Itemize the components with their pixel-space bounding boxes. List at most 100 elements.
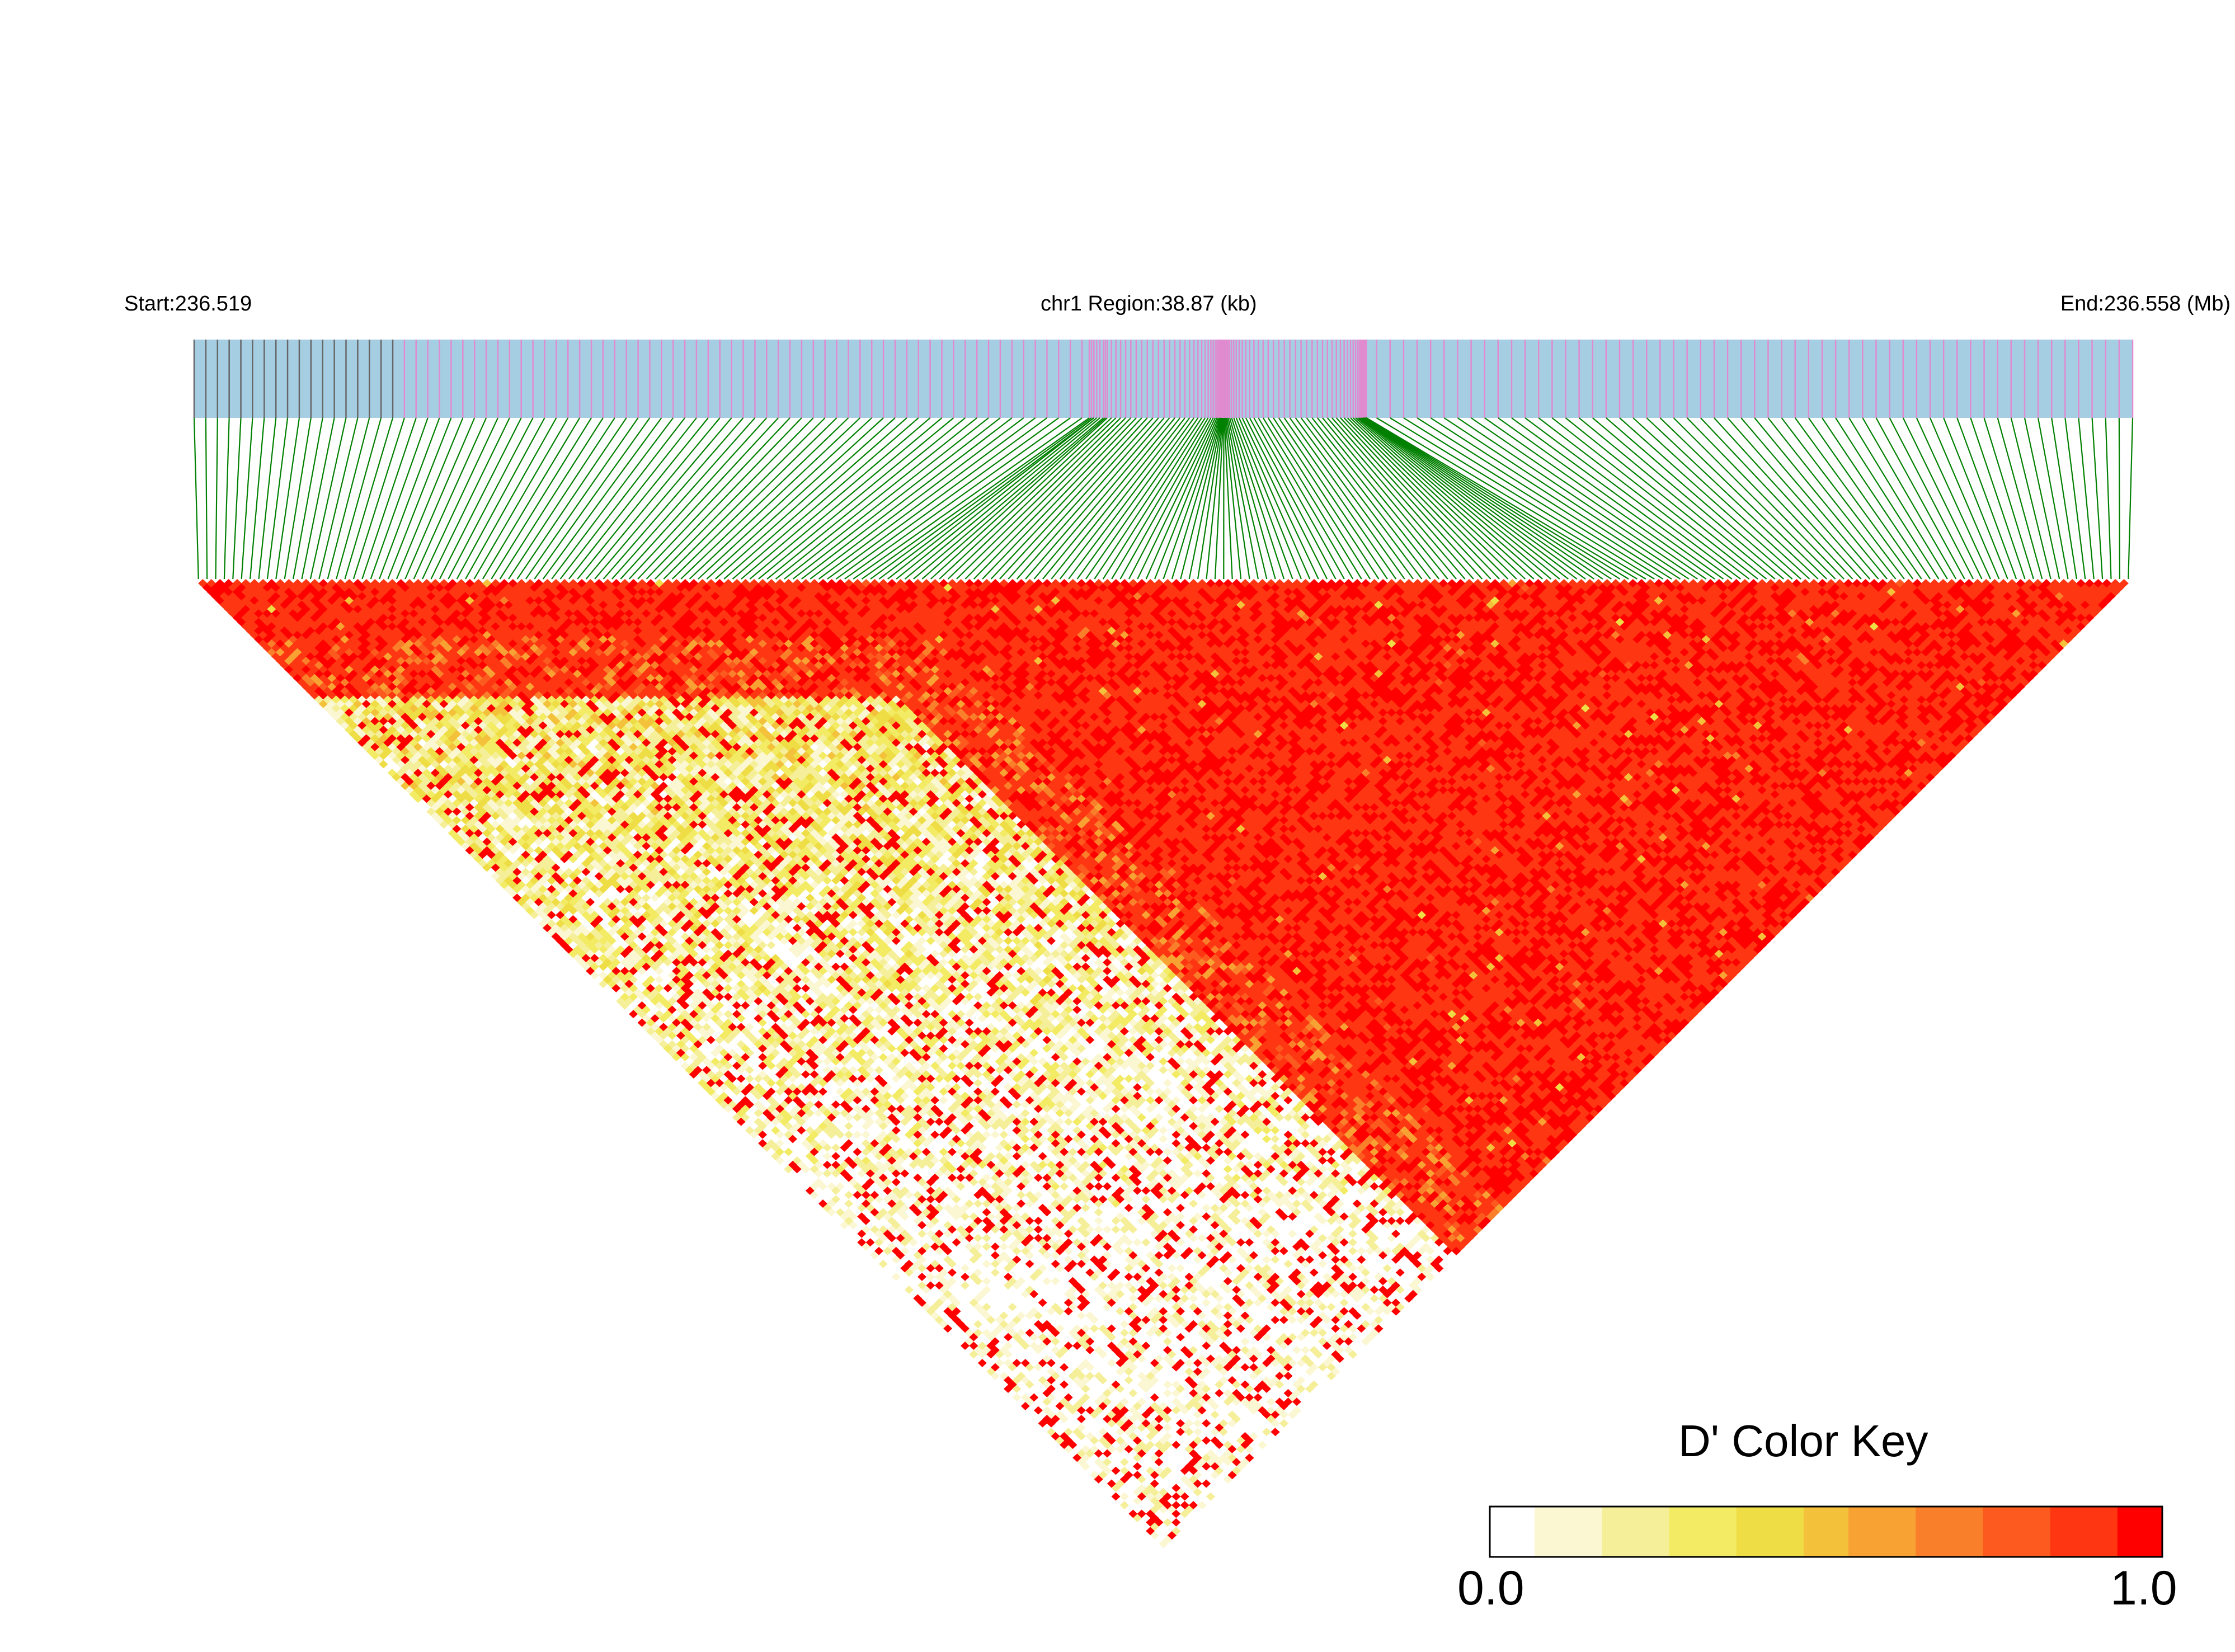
region-start-label: Start:236.519 [124, 292, 252, 316]
snp-connector [1983, 417, 2034, 580]
snp-connector [1430, 417, 1681, 580]
snp-connector [1214, 417, 1224, 580]
snp-connector [1822, 417, 1931, 580]
snp-connector [1025, 417, 1165, 580]
snp-connector [2064, 417, 2086, 580]
snp-connector [1224, 417, 1242, 580]
snp-connector [1943, 417, 2008, 580]
snp-connector [896, 417, 1098, 580]
ld-cell [219, 592, 229, 601]
ld-cell [512, 884, 522, 894]
ld-cell [883, 1264, 892, 1273]
snp-connector [1376, 417, 1646, 580]
snp-connector [706, 417, 884, 580]
snp-connector [784, 417, 989, 580]
snp-connector [1632, 417, 1810, 580]
snp-connector [1111, 417, 1209, 580]
snp-connector [2105, 417, 2112, 580]
snp-connector [559, 417, 685, 580]
snp-connector [250, 417, 265, 580]
snp-connector [853, 417, 1083, 580]
snp-connector [1646, 417, 1819, 580]
snp-connector [215, 417, 218, 580]
snp-connector [422, 417, 498, 580]
snp-connector [473, 417, 569, 580]
ld-cell [383, 755, 393, 765]
ld-cell [1020, 1393, 1031, 1402]
snp-connector [1231, 417, 1285, 580]
snp-connector [205, 417, 208, 580]
ld-cell [1064, 1436, 1074, 1445]
snp-connector [1781, 417, 1905, 580]
snp-connector [482, 417, 581, 580]
snp-connector [723, 417, 907, 580]
snp-connector [1740, 417, 1879, 580]
snp-connector [1619, 417, 1801, 580]
snp-connector [430, 417, 510, 580]
snp-connector [344, 417, 394, 580]
snp-connector [1258, 417, 1354, 580]
snp-connector [551, 417, 674, 580]
snp-connector [336, 417, 382, 580]
snp-connector [1484, 417, 1715, 580]
snp-connector [241, 417, 253, 580]
snp-connector [1538, 417, 1750, 580]
ld-cell [404, 777, 415, 786]
ld-cell [840, 1221, 849, 1230]
ld-cell [827, 1199, 836, 1208]
snp-connector [327, 417, 370, 580]
snp-connector [1358, 417, 1552, 580]
snp-connector [1862, 417, 1957, 580]
snp-connector [1326, 417, 1466, 580]
snp-connector [714, 417, 896, 580]
snp-connector [1171, 417, 1221, 580]
ld-cell [340, 704, 350, 713]
ld-cell [448, 811, 458, 821]
ld-cell [534, 906, 544, 915]
snp-connector [1249, 417, 1337, 580]
snp-connector [1119, 417, 1212, 580]
ld-cell [556, 936, 565, 945]
snp-position-ticks [193, 340, 2134, 418]
ld-cell [262, 643, 272, 652]
snp-connector [361, 417, 417, 580]
snp-connector-lines [193, 417, 2134, 580]
snp-connector [1417, 417, 1672, 580]
snp-connector [309, 417, 347, 580]
snp-connector [1970, 417, 2026, 580]
snp-connector [655, 417, 814, 580]
ld-cell [956, 1328, 966, 1338]
snp-connector [1278, 417, 1388, 580]
snp-connector [749, 417, 943, 580]
snp-connector [1930, 417, 2000, 580]
snp-connector [861, 417, 1090, 580]
snp-connector [930, 417, 1108, 580]
snp-connector [603, 417, 744, 580]
ld-cell [404, 768, 415, 778]
snp-connector [1700, 417, 1853, 580]
snp-connector [1076, 417, 1195, 580]
snp-connector [2037, 417, 2069, 580]
snp-connector [1059, 417, 1185, 580]
snp-connector [1362, 417, 1578, 580]
snp-connector [1253, 417, 1345, 580]
snp-connector [387, 417, 452, 580]
snp-connector [1227, 417, 1268, 580]
snp-connector [352, 417, 405, 580]
snp-connector [757, 417, 954, 580]
ld-cell [219, 600, 229, 609]
snp-connector [887, 417, 1095, 580]
ld-cell [219, 583, 229, 592]
snp-connector [2078, 417, 2095, 580]
ld-cell [1055, 1436, 1065, 1445]
snp-connector [1233, 417, 1293, 580]
snp-connector [1145, 417, 1218, 580]
snp-connector [792, 417, 1001, 580]
ld-cell [318, 699, 328, 708]
snp-connector [1229, 417, 1276, 580]
ld-cell [426, 807, 436, 816]
snp-connector [266, 417, 289, 580]
snp-connector [301, 417, 335, 580]
snp-connector [1673, 417, 1836, 580]
